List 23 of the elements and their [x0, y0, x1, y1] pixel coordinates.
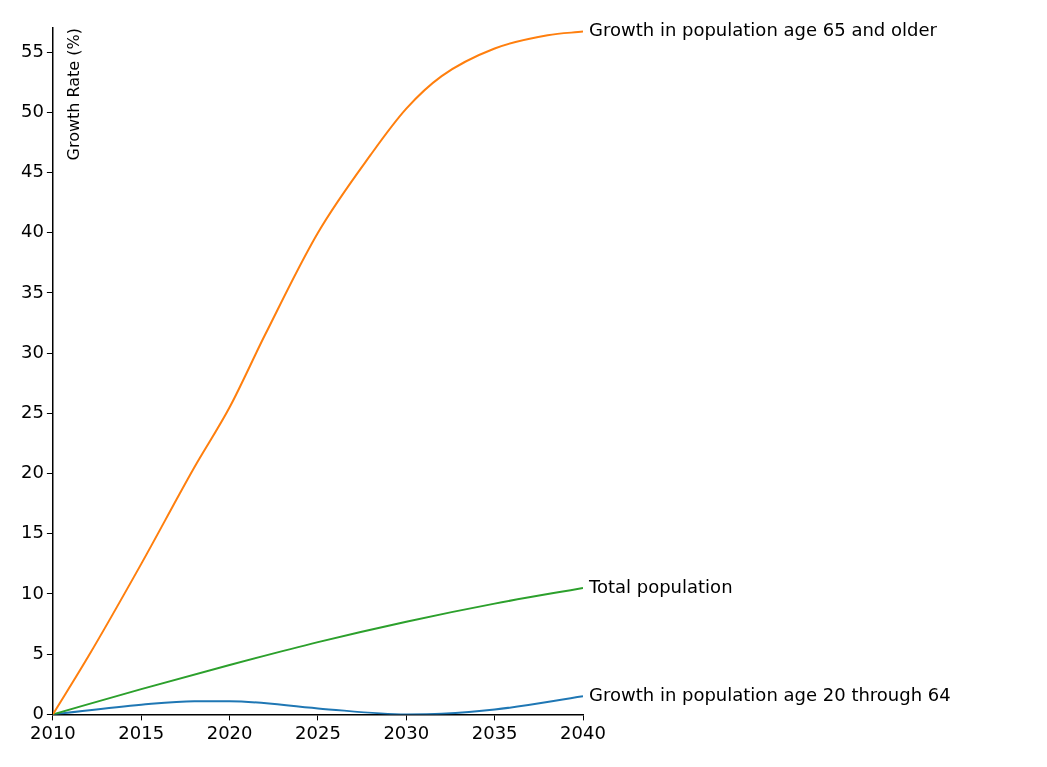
x-tick-label: 2020 — [206, 721, 253, 743]
y-tick-label: 50 — [21, 99, 44, 121]
x-tick-label: 2015 — [118, 721, 165, 743]
y-tick-label: 25 — [21, 401, 44, 423]
y-tick-label: 15 — [21, 521, 44, 543]
x-tick-label: 2040 — [560, 721, 606, 743]
series-label: Growth in population age 20 through 64 — [589, 684, 951, 706]
series-label: Growth in population age 65 and older — [589, 19, 938, 41]
y-axis-title: Growth Rate (%) — [64, 28, 84, 161]
x-tick-label: 2030 — [383, 721, 430, 743]
x-tick-label: 2025 — [295, 721, 341, 743]
y-tick-label: 45 — [21, 160, 44, 182]
y-tick-label: 20 — [21, 461, 44, 483]
y-tick-label: 10 — [21, 581, 44, 603]
series-label: Total population — [588, 575, 733, 597]
y-tick-label: 30 — [21, 340, 44, 362]
y-tick-label: 35 — [21, 280, 44, 302]
y-tick-label: 40 — [21, 220, 44, 242]
y-tick-label: 5 — [32, 641, 44, 663]
x-tick-label: 2035 — [471, 721, 518, 743]
y-tick-label: 55 — [21, 39, 44, 61]
x-tick-label: 2010 — [30, 721, 76, 743]
y-tick-label: 0 — [32, 702, 44, 724]
